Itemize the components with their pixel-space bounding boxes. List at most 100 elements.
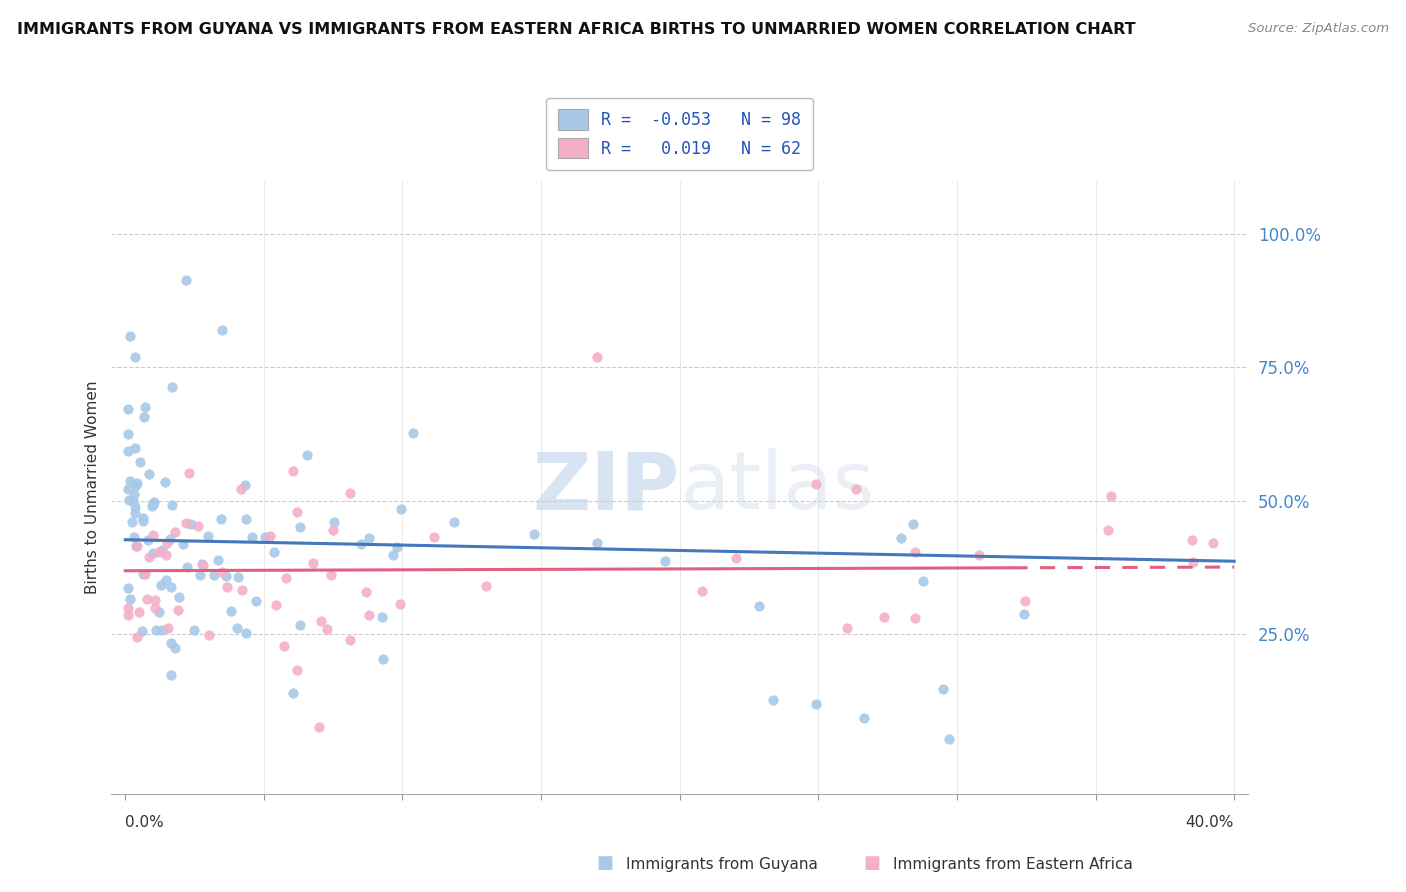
Point (357, 608, 380, 623)
Point (1099, 489, 1122, 503)
Point (692, 584, 714, 599)
Point (207, 553, 229, 567)
Point (264, 598, 287, 612)
Point (523, 526, 546, 541)
Point (302, 557, 325, 571)
Point (309, 614, 332, 628)
Point (122, 486, 145, 500)
Point (837, 621, 859, 635)
Point (748, 599, 770, 613)
Point (127, 540, 149, 554)
Point (197, 628, 219, 642)
Point (132, 410, 155, 425)
Point (148, 545, 170, 559)
Point (211, 565, 233, 579)
Point (288, 618, 311, 632)
Point (357, 531, 380, 545)
Point (159, 532, 181, 546)
Point (901, 517, 924, 532)
Point (233, 478, 256, 492)
Point (124, 350, 146, 364)
Point (142, 546, 165, 560)
Text: atlas: atlas (679, 449, 875, 526)
Point (263, 545, 285, 559)
Point (125, 630, 148, 644)
Point (1014, 594, 1036, 608)
Point (125, 478, 148, 492)
Text: IMMIGRANTS FROM GUYANA VS IMMIGRANTS FROM EASTERN AFRICA BIRTHS TO UNMARRIED WOM: IMMIGRANTS FROM GUYANA VS IMMIGRANTS FRO… (17, 22, 1136, 37)
Point (118, 591, 141, 606)
Point (132, 510, 155, 524)
Point (845, 483, 868, 497)
Point (117, 493, 139, 508)
Point (127, 475, 149, 490)
Point (155, 573, 177, 587)
Point (150, 623, 173, 637)
Point (273, 639, 295, 653)
Point (191, 558, 214, 572)
Point (339, 486, 361, 500)
Point (156, 536, 179, 550)
Point (231, 583, 253, 598)
Point (125, 539, 148, 553)
Point (283, 686, 305, 700)
Point (148, 605, 170, 619)
Point (124, 500, 146, 515)
Text: ■: ■ (596, 855, 613, 872)
Point (188, 567, 211, 582)
Point (121, 516, 143, 530)
Point (136, 533, 159, 548)
Point (475, 579, 498, 593)
Point (388, 597, 411, 611)
Point (117, 401, 139, 416)
Point (134, 400, 156, 414)
Point (226, 621, 249, 635)
Point (226, 570, 249, 584)
Point (371, 652, 394, 666)
Point (142, 497, 165, 511)
Point (371, 610, 394, 624)
Point (202, 567, 225, 582)
Text: 40.0%: 40.0% (1185, 814, 1234, 830)
Point (381, 548, 404, 562)
Point (402, 426, 425, 441)
Point (155, 548, 177, 562)
Point (804, 476, 827, 491)
Point (242, 530, 264, 544)
Point (231, 483, 253, 497)
Point (143, 600, 166, 615)
Point (117, 443, 139, 458)
Point (932, 682, 955, 697)
Point (385, 540, 408, 554)
Point (281, 464, 304, 478)
Point (138, 467, 160, 481)
Point (163, 640, 186, 655)
Point (176, 560, 198, 574)
Point (187, 518, 209, 533)
Point (174, 516, 197, 531)
Text: ZIP: ZIP (533, 449, 679, 526)
Point (423, 531, 446, 545)
Point (128, 605, 150, 619)
Point (177, 466, 200, 480)
Legend: R =  -0.053   N = 98, R =   0.019   N = 62: R = -0.053 N = 98, R = 0.019 N = 62 (547, 97, 813, 169)
Point (163, 524, 186, 539)
Point (124, 506, 146, 520)
Point (295, 448, 318, 462)
Point (873, 610, 896, 624)
Point (235, 512, 257, 526)
Point (853, 711, 876, 725)
Point (654, 554, 676, 568)
Point (938, 731, 960, 746)
Point (245, 594, 267, 608)
Point (912, 574, 935, 588)
Point (129, 455, 152, 469)
Point (890, 531, 912, 545)
Point (159, 668, 181, 682)
Point (214, 569, 236, 583)
Point (162, 499, 184, 513)
Point (174, 272, 197, 286)
Point (339, 632, 361, 647)
Point (135, 592, 157, 607)
Point (724, 551, 747, 566)
